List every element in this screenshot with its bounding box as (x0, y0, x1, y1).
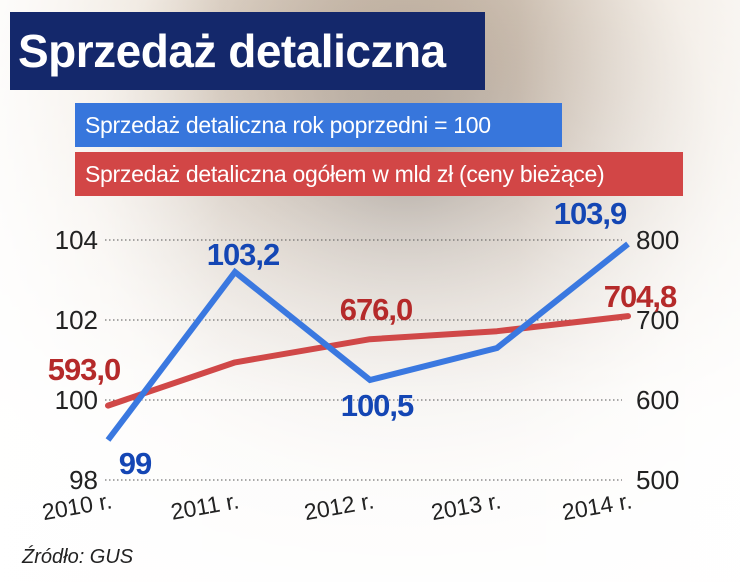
right-tick-label: 500 (636, 465, 679, 495)
left-tick-label: 98 (69, 465, 98, 495)
data-label: 676,0 (340, 292, 413, 327)
legend-red: Sprzedaż detaliczna ogółem w mld zł (cen… (75, 152, 683, 196)
x-tick-label: 2013 r. (429, 487, 503, 525)
data-label: 100,5 (341, 388, 414, 423)
left-tick-label: 100 (55, 385, 98, 415)
x-tick-label: 2014 r. (560, 487, 634, 525)
data-label: 593,0 (48, 352, 121, 387)
x-tick-label: 2010 r. (40, 487, 114, 525)
left-tick-label: 104 (55, 225, 98, 255)
legend-blue: Sprzedaż detaliczna rok poprzedni = 100 (75, 103, 562, 147)
data-label: 704,8 (604, 279, 677, 314)
right-tick-label: 600 (636, 385, 679, 415)
chart-title: Sprzedaż detaliczna (10, 12, 485, 90)
x-tick-label: 2012 r. (302, 487, 376, 525)
data-label: 103,2 (207, 237, 280, 272)
source-note: Źródło: GUS (22, 546, 134, 568)
left-tick-label: 102 (55, 305, 98, 335)
right-tick-label: 800 (636, 225, 679, 255)
data-label: 103,9 (554, 196, 627, 231)
right-tick-label: 700 (636, 305, 679, 335)
data-label: 99 (119, 446, 152, 481)
x-tick-label: 2011 r. (169, 487, 241, 525)
